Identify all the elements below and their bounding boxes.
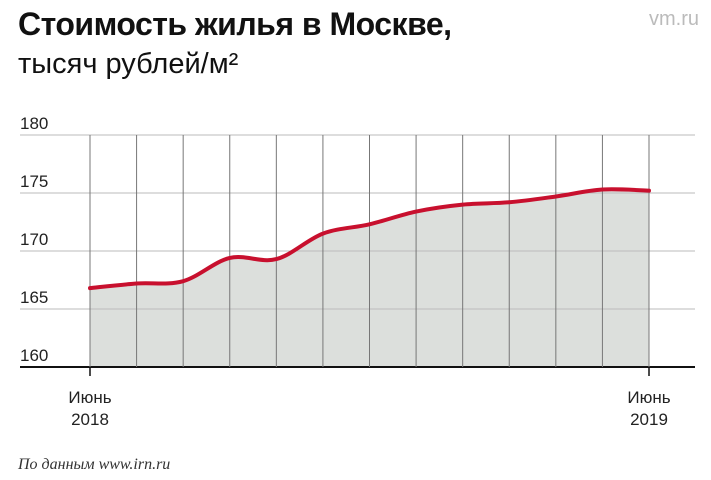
y-tick-label: 170 [20,230,48,249]
x-tick-label: Июнь 2018 [68,388,112,429]
x-tick-label: Июнь 2019 [627,388,671,429]
y-tick-label: 160 [20,346,48,365]
y-tick-label: 165 [20,288,48,307]
chart-title: Стоимость жилья в Москве, [18,6,452,42]
y-tick-label: 175 [20,172,48,191]
watermark: vm.ru [649,8,699,30]
y-tick-label: 180 [20,114,48,133]
chart-subtitle: тысяч рублей/м² [18,48,239,80]
source-note: По данным www.irn.ru [18,456,171,473]
line [88,187,651,291]
